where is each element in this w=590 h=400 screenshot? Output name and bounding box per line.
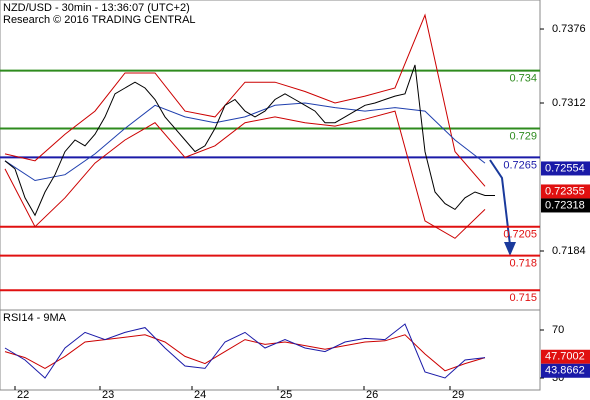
- series-line: [4, 13, 486, 187]
- y-tick-label: 0.7184: [552, 245, 586, 257]
- last-value-box: [541, 198, 590, 213]
- y-tick-label: 70: [552, 324, 564, 336]
- x-tick-label: 24: [194, 389, 206, 400]
- x-tick-label: 25: [280, 389, 292, 400]
- last-value-box: [541, 161, 590, 176]
- series-line: [4, 110, 486, 239]
- last-value-label: 0.72554: [545, 162, 585, 174]
- last-value-label: 0.72318: [545, 199, 585, 211]
- level-label: 0.715: [509, 292, 537, 304]
- last-value-label: 47.7002: [545, 351, 585, 363]
- level-label: 0.729: [509, 130, 537, 142]
- forecast-arrow: [489, 159, 511, 246]
- last-value-label: 0.72355: [545, 185, 585, 197]
- level-label: 0.7205: [503, 229, 537, 241]
- level-label: 0.734: [509, 73, 537, 85]
- x-tick-label: 26: [366, 389, 378, 400]
- forecast-arrow-head: [504, 242, 516, 256]
- y-tick-label: 0.7376: [552, 23, 586, 35]
- last-value-label: 43.8662: [545, 365, 585, 377]
- chart-subtitle: Research © 2016 TRADING CENTRAL: [3, 14, 196, 26]
- last-value-box: [541, 349, 590, 364]
- series-line: [4, 102, 486, 182]
- level-label: 0.7265: [503, 159, 537, 171]
- x-tick-label: 29: [452, 389, 464, 400]
- chart-title: NZD/USD - 30min - 13:36:07 (UTC+2): [3, 2, 190, 14]
- y-tick-label: 0.7312: [552, 97, 586, 109]
- plot-frame: [0, 0, 541, 391]
- series-line: [4, 323, 486, 379]
- last-value-box: [541, 363, 590, 378]
- level-label: 0.718: [509, 258, 537, 270]
- x-tick-label: 22: [17, 389, 29, 400]
- series-line: [4, 64, 495, 217]
- series-line: [4, 334, 486, 372]
- rsi-title: RSI14 - 9MA: [3, 312, 67, 324]
- x-tick-label: 23: [102, 389, 114, 400]
- last-value-box: [541, 184, 590, 199]
